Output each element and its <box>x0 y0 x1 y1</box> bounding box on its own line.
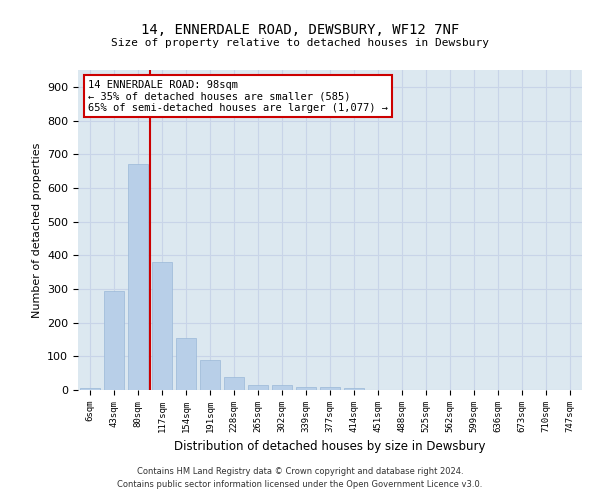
Bar <box>176 338 196 390</box>
Text: Contains public sector information licensed under the Open Government Licence v3: Contains public sector information licen… <box>118 480 482 489</box>
Text: 14, ENNERDALE ROAD, DEWSBURY, WF12 7NF: 14, ENNERDALE ROAD, DEWSBURY, WF12 7NF <box>141 22 459 36</box>
Bar <box>152 262 172 390</box>
Y-axis label: Number of detached properties: Number of detached properties <box>32 142 41 318</box>
Bar <box>272 385 292 390</box>
Text: Size of property relative to detached houses in Dewsbury: Size of property relative to detached ho… <box>111 38 489 48</box>
Text: 14 ENNERDALE ROAD: 98sqm
← 35% of detached houses are smaller (585)
65% of semi-: 14 ENNERDALE ROAD: 98sqm ← 35% of detach… <box>88 80 388 113</box>
Bar <box>248 385 268 390</box>
Bar <box>320 386 340 390</box>
Bar <box>128 164 148 390</box>
X-axis label: Distribution of detached houses by size in Dewsbury: Distribution of detached houses by size … <box>174 440 486 454</box>
Bar <box>200 360 220 390</box>
Bar <box>104 290 124 390</box>
Bar <box>80 388 100 390</box>
Text: Contains HM Land Registry data © Crown copyright and database right 2024.: Contains HM Land Registry data © Crown c… <box>137 467 463 476</box>
Bar <box>344 388 364 390</box>
Bar <box>224 376 244 390</box>
Bar <box>296 386 316 390</box>
